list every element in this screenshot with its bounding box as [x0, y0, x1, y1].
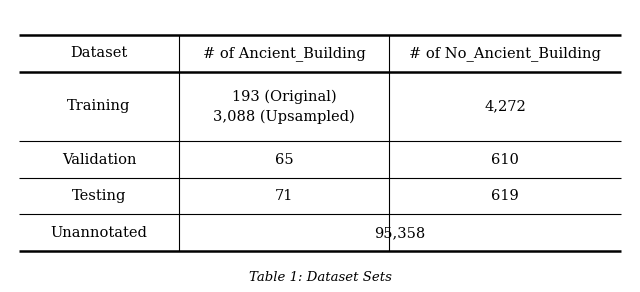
- Text: 95,358: 95,358: [374, 226, 426, 240]
- Text: Validation: Validation: [61, 152, 136, 166]
- Text: 71: 71: [275, 189, 293, 203]
- Text: Dataset: Dataset: [70, 46, 127, 60]
- Text: 193 (Original)
3,088 (Upsampled): 193 (Original) 3,088 (Upsampled): [213, 89, 355, 124]
- Text: Testing: Testing: [72, 189, 126, 203]
- Text: 4,272: 4,272: [484, 100, 526, 114]
- Text: Table 1: Dataset Sets: Table 1: Dataset Sets: [248, 271, 392, 284]
- Text: 65: 65: [275, 152, 293, 166]
- Text: Unannotated: Unannotated: [51, 226, 147, 240]
- Text: # of No_Ancient_Building: # of No_Ancient_Building: [409, 46, 601, 61]
- Text: 619: 619: [491, 189, 519, 203]
- Text: Training: Training: [67, 100, 131, 114]
- Text: # of Ancient_Building: # of Ancient_Building: [202, 46, 365, 61]
- Text: 610: 610: [491, 152, 519, 166]
